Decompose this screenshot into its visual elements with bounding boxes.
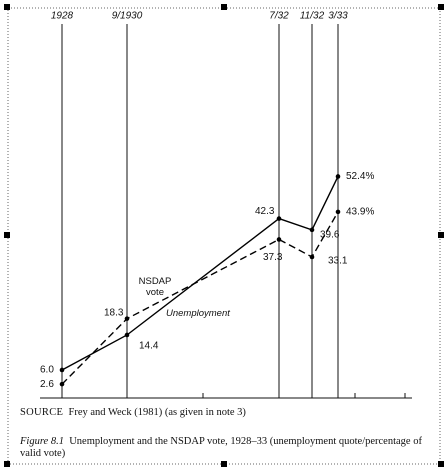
x-tick-label: 3/33	[328, 11, 348, 22]
value-label: 14.4	[139, 341, 159, 352]
point	[124, 316, 130, 321]
caption: Figure 8.1 Unemployment and the NSDAP vo…	[20, 436, 436, 460]
series-line	[61, 211, 339, 385]
x-tick-label: 1928	[51, 11, 74, 22]
x-tick-label: 9/1930	[112, 11, 143, 22]
value-label: 18.3	[104, 307, 124, 318]
axis-ticks	[202, 393, 406, 398]
series-label: NSDAP vote	[138, 276, 172, 298]
series-line	[61, 176, 339, 371]
value-label: 52.4%	[346, 171, 374, 182]
value-label: 2.6	[40, 379, 54, 390]
value-label: 6.0	[40, 365, 54, 376]
frame	[7, 7, 441, 465]
point	[335, 174, 341, 179]
point	[59, 381, 65, 387]
x-tick-label: 11/32	[300, 11, 325, 22]
point	[124, 332, 130, 338]
value-label: 43.9%	[346, 207, 374, 218]
point	[335, 209, 341, 215]
value-label: 33.1	[328, 256, 348, 267]
series-label: Unemployment	[166, 308, 230, 319]
caption-text: Unemployment and the NSDAP vote, 1928–33…	[20, 436, 422, 459]
point	[276, 216, 282, 221]
point	[309, 227, 315, 233]
handles	[4, 4, 444, 467]
value-label: 42.3	[255, 206, 275, 217]
x-tick-label: 7/32	[269, 11, 289, 22]
point	[309, 254, 315, 260]
source-text: Frey and Weck (1981) (as given in note 3…	[68, 407, 246, 418]
source: SOURCE Frey and Weck (1981) (as given in…	[20, 407, 246, 419]
caption-label: Figure 8.1	[20, 436, 64, 447]
point	[59, 367, 65, 373]
source-label: SOURCE	[20, 407, 64, 418]
value-label: 39.6	[320, 229, 340, 240]
value-label: 37.3	[263, 252, 283, 263]
point	[276, 237, 282, 242]
